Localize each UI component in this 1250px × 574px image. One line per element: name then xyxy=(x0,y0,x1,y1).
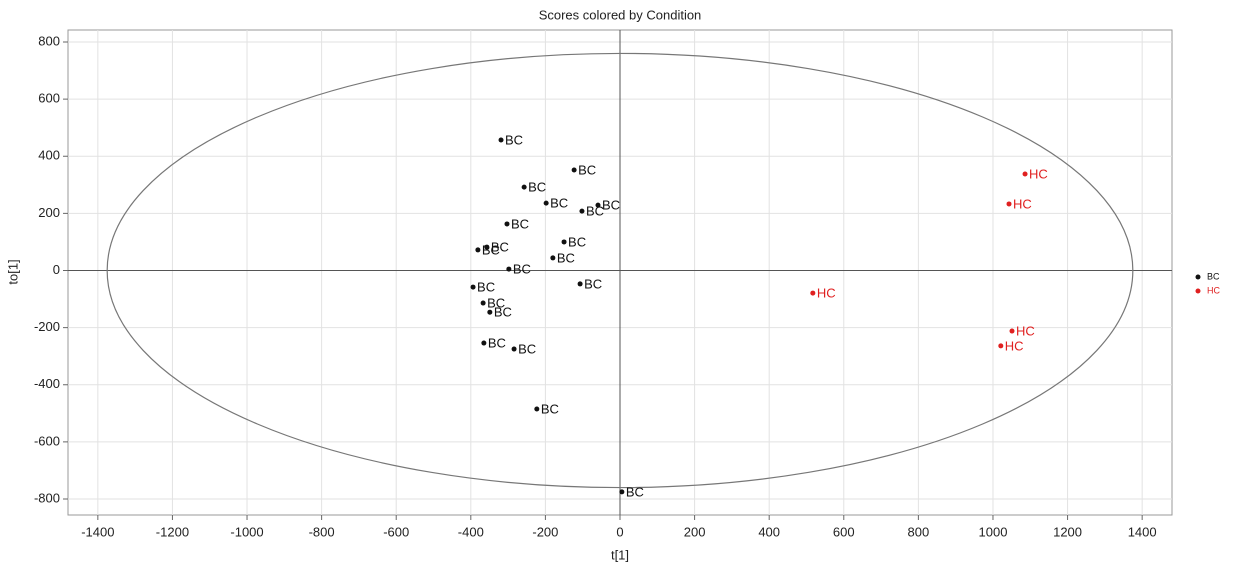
y-tick-label: -200 xyxy=(34,319,60,334)
point xyxy=(577,281,583,287)
point-label: BC xyxy=(477,280,495,295)
chart-title: Scores colored by Condition xyxy=(539,7,702,22)
y-tick-label: -800 xyxy=(34,490,60,505)
y-tick-label: 0 xyxy=(53,262,60,277)
x-tick-label: -200 xyxy=(532,524,558,539)
x-tick-label: 1000 xyxy=(979,524,1008,539)
x-tick-label: 1400 xyxy=(1128,524,1157,539)
point-label: HC xyxy=(1016,323,1035,338)
point xyxy=(595,202,601,208)
point xyxy=(579,208,585,214)
point-label: BC xyxy=(626,484,644,499)
point-label: BC xyxy=(494,305,512,320)
point-label: BC xyxy=(557,250,575,265)
point xyxy=(481,340,487,346)
point xyxy=(571,167,577,173)
point-label: HC xyxy=(1013,196,1032,211)
x-tick-label: -1400 xyxy=(81,524,114,539)
legend-marker xyxy=(1195,288,1201,294)
point-label: BC xyxy=(491,240,509,255)
point-label: BC xyxy=(586,204,604,219)
x-tick-label: -800 xyxy=(309,524,335,539)
y-tick-label: -400 xyxy=(34,376,60,391)
point-label: BC xyxy=(511,216,529,231)
x-tick-label: 200 xyxy=(684,524,706,539)
y-tick-label: 400 xyxy=(38,148,60,163)
x-tick-label: 0 xyxy=(616,524,623,539)
point-label: HC xyxy=(817,286,836,301)
y-tick-label: -600 xyxy=(34,433,60,448)
legend-label: BC xyxy=(1207,271,1220,281)
y-tick-label: 800 xyxy=(38,33,60,48)
y-axis-label: to[1] xyxy=(5,259,20,284)
point xyxy=(511,346,517,352)
point xyxy=(998,343,1004,349)
x-tick-label: -400 xyxy=(458,524,484,539)
point-label: BC xyxy=(505,132,523,147)
x-tick-label: -600 xyxy=(383,524,409,539)
point xyxy=(543,200,549,206)
confidence-ellipse xyxy=(106,52,1134,489)
y-tick-label: 600 xyxy=(38,91,60,106)
point-label: BC xyxy=(518,341,536,356)
x-tick-label: 400 xyxy=(758,524,780,539)
point xyxy=(475,247,481,253)
point-label: BC xyxy=(578,162,596,177)
x-axis-label: t[1] xyxy=(611,547,629,562)
point-label: BC xyxy=(528,180,546,195)
x-tick-label: 800 xyxy=(908,524,930,539)
legend-label: HC xyxy=(1207,285,1220,295)
point-label: BC xyxy=(487,295,505,310)
point-label: BC xyxy=(541,401,559,416)
point-label: BC xyxy=(584,276,602,291)
x-tick-label: -1200 xyxy=(156,524,189,539)
point xyxy=(504,221,510,227)
point xyxy=(550,255,556,261)
legend-marker xyxy=(1195,274,1201,280)
point-label: BC xyxy=(513,262,531,277)
x-tick-label: 600 xyxy=(833,524,855,539)
point xyxy=(506,266,512,272)
point xyxy=(484,244,490,250)
point xyxy=(470,284,476,290)
point-label: BC xyxy=(602,198,620,213)
point-label: BC xyxy=(550,196,568,211)
point xyxy=(480,300,486,306)
point xyxy=(1009,328,1015,334)
point-label: BC xyxy=(568,234,586,249)
y-tick-label: 200 xyxy=(38,205,60,220)
point-label: HC xyxy=(1005,338,1024,353)
point-label: HC xyxy=(1029,166,1048,181)
point xyxy=(810,290,816,296)
point xyxy=(498,137,504,143)
point xyxy=(561,239,567,245)
point xyxy=(619,489,625,495)
point xyxy=(487,309,493,315)
point xyxy=(1006,201,1012,207)
point-label: BC xyxy=(488,335,506,350)
x-tick-label: -1000 xyxy=(230,524,263,539)
point xyxy=(1022,171,1028,177)
x-tick-label: 1200 xyxy=(1053,524,1082,539)
point xyxy=(521,184,527,190)
point xyxy=(534,406,540,412)
